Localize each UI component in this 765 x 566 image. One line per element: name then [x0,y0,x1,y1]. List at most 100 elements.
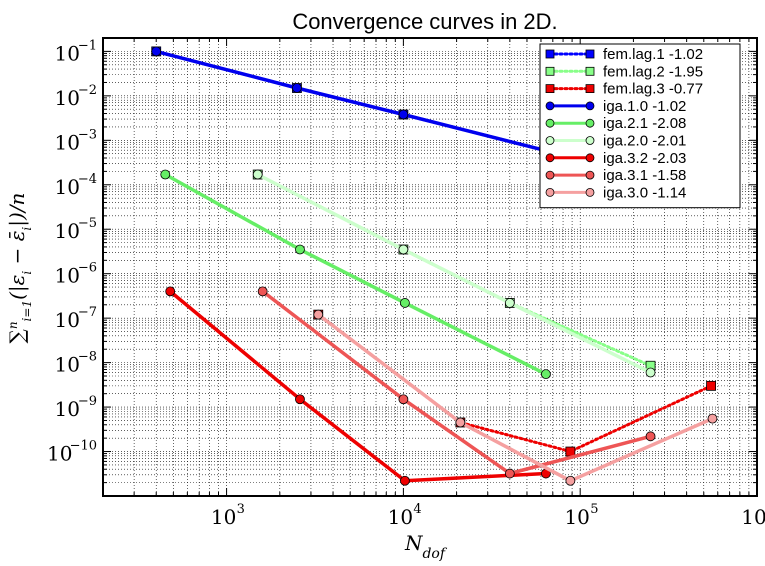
data-point [585,187,595,197]
series-line [155,49,545,152]
series-2 [313,309,716,457]
svg-text:4: 4 [413,502,421,517]
data-point [165,286,176,297]
data-point [645,367,656,378]
data-point [545,118,555,128]
data-point [707,413,718,424]
data-point [295,394,305,405]
data-point [455,417,466,428]
legend-label: fem.lag.1 -1.02 [603,46,703,63]
svg-text:−9: −9 [78,394,97,409]
svg-text:10: 10 [211,505,236,529]
data-point [504,298,515,308]
ticks [102,37,758,497]
legend-label: fem.lag.3 -0.77 [603,81,703,98]
data-point [706,380,716,391]
chart-title: Convergence curves in 2D. [292,9,557,34]
series-layer [151,46,718,486]
series-line [164,172,547,376]
svg-text:3: 3 [237,502,245,517]
svg-text:10: 10 [55,86,80,110]
svg-text:−2: −2 [78,83,97,98]
legend-label: fem.lag.2 -1.95 [603,63,703,80]
x-axis-label: Ndof [404,531,448,562]
x-tick-label: 106 [741,505,765,529]
data-point [545,153,555,163]
data-point [545,187,555,197]
series-5 [252,169,656,378]
data-point [313,309,324,320]
svg-text:10: 10 [55,219,80,243]
legend-entry: iga.3.0 -1.14 [545,184,686,201]
svg-text:10: 10 [55,41,80,65]
data-point [585,49,595,59]
legend-entry: iga.2.0 -2.01 [545,133,686,150]
svg-text:10: 10 [55,130,80,154]
x-tick-label: 10 3 [211,502,245,529]
y-tick-label: −810 [55,350,97,377]
series-line [317,313,714,483]
plot-frame [102,37,758,497]
data-point [257,286,268,297]
data-point [585,136,595,145]
y-tick-label: −610 [55,261,97,288]
series-3 [151,46,550,156]
legend-entry: iga.3.2 -2.03 [545,150,686,167]
y-tick-label: −910 [55,394,97,421]
data-point [160,169,171,180]
data-point [151,46,162,57]
data-point [545,170,555,180]
series-line [316,313,713,453]
y-tick-label: −210 [55,83,97,110]
svg-text:−7: −7 [78,305,97,320]
svg-text:10: 10 [47,442,72,466]
series-line [256,172,652,375]
svg-text:−4: −4 [78,172,97,187]
data-point [565,446,576,457]
y-axis-label: ∑ni=1(|εi − ε̄i|)/n [5,193,34,344]
svg-text:10: 10 [55,175,80,199]
series-4 [160,169,551,380]
data-point [398,394,409,405]
data-point [565,475,576,486]
data-point [400,298,410,308]
legend-entry: iga.3.1 -1.58 [545,167,686,184]
legend-label: iga.1.0 -1.02 [603,98,686,115]
series-6 [165,286,551,486]
legend-label: iga.2.0 -2.01 [603,133,686,150]
svg-text:10: 10 [55,397,80,421]
svg-text:−10: −10 [70,439,97,454]
legend-label: iga.3.1 -1.58 [603,167,686,184]
data-point [545,66,555,76]
svg-text:10: 10 [564,505,589,529]
svg-text:10: 10 [388,505,413,529]
data-point [292,83,302,93]
svg-text:5: 5 [590,502,598,517]
data-point [585,153,595,163]
data-point [398,244,409,255]
data-point [585,101,595,111]
svg-text:10: 10 [741,505,765,529]
data-point [252,169,263,180]
y-tick-label: −710 [55,305,97,332]
data-point [585,66,595,76]
y-tick-labels: −110−210−310−410−510−610−710−810−910−101… [47,38,97,465]
legend-label: iga.3.2 -2.03 [603,150,686,167]
svg-text:10: 10 [55,308,80,332]
data-point [400,475,410,486]
series-8 [313,309,718,486]
data-point [645,431,656,442]
x-tick-labels: 103104105106 [211,502,765,529]
svg-text:−3: −3 [78,127,97,142]
svg-text:10: 10 [55,353,80,377]
y-tick-label: −310 [55,127,97,154]
svg-text:−8: −8 [78,350,97,365]
data-point [541,369,551,380]
legend-entry: fem.lag.3 -0.77 [545,81,703,98]
series-line [169,290,546,483]
data-point [295,244,305,255]
legend-label: iga.2.1 -2.08 [603,115,686,132]
series-7 [257,286,656,479]
